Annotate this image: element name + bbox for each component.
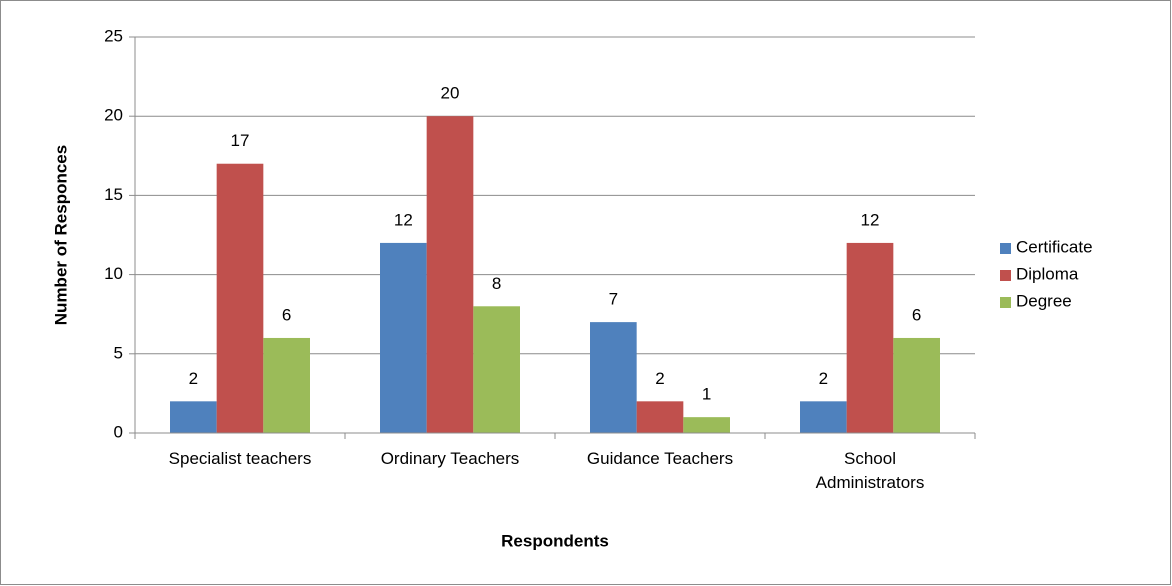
x-tick-label: Ordinary Teachers	[380, 449, 520, 468]
y-tick-label: 0	[114, 422, 123, 441]
bar	[846, 242, 894, 433]
y-tick-label: 10	[104, 264, 123, 283]
data-label: 6	[912, 305, 921, 324]
bar	[170, 401, 217, 433]
legend-label: Degree	[1016, 291, 1072, 310]
bar	[216, 163, 264, 433]
y-axis-title: Number of Responces	[51, 145, 70, 325]
legend-label: Certificate	[1016, 237, 1093, 256]
data-label: 17	[231, 131, 250, 150]
data-label: 8	[492, 274, 501, 293]
x-axis-title: Respondents	[501, 531, 609, 550]
legend-label: Diploma	[1016, 264, 1079, 283]
data-label: 2	[819, 369, 828, 388]
x-tick-label: Specialist teachers	[168, 449, 312, 468]
bar	[263, 337, 310, 433]
y-tick-label: 20	[104, 106, 123, 125]
data-label: 12	[394, 210, 413, 229]
x-tick-label: School Administrators	[815, 449, 925, 492]
bar	[893, 337, 940, 433]
data-label: 12	[861, 210, 880, 229]
bar	[636, 401, 684, 433]
y-tick-label: 5	[114, 343, 123, 362]
bar	[590, 322, 637, 433]
data-label: 2	[655, 369, 664, 388]
legend-swatch	[1000, 270, 1011, 281]
data-label: 20	[441, 84, 460, 103]
data-label: 6	[282, 305, 291, 324]
data-label: 2	[189, 369, 198, 388]
x-tick-label: Guidance Teachers	[586, 449, 734, 468]
legend-swatch	[1000, 243, 1011, 254]
bar	[380, 242, 427, 433]
bar	[473, 306, 520, 433]
bar	[683, 417, 730, 433]
data-label: 7	[609, 290, 618, 309]
legend-swatch	[1000, 297, 1011, 308]
y-tick-label: 25	[104, 26, 123, 45]
data-label: 1	[702, 385, 711, 404]
y-tick-label: 15	[104, 185, 123, 204]
bar	[800, 401, 847, 433]
bar	[426, 116, 474, 433]
